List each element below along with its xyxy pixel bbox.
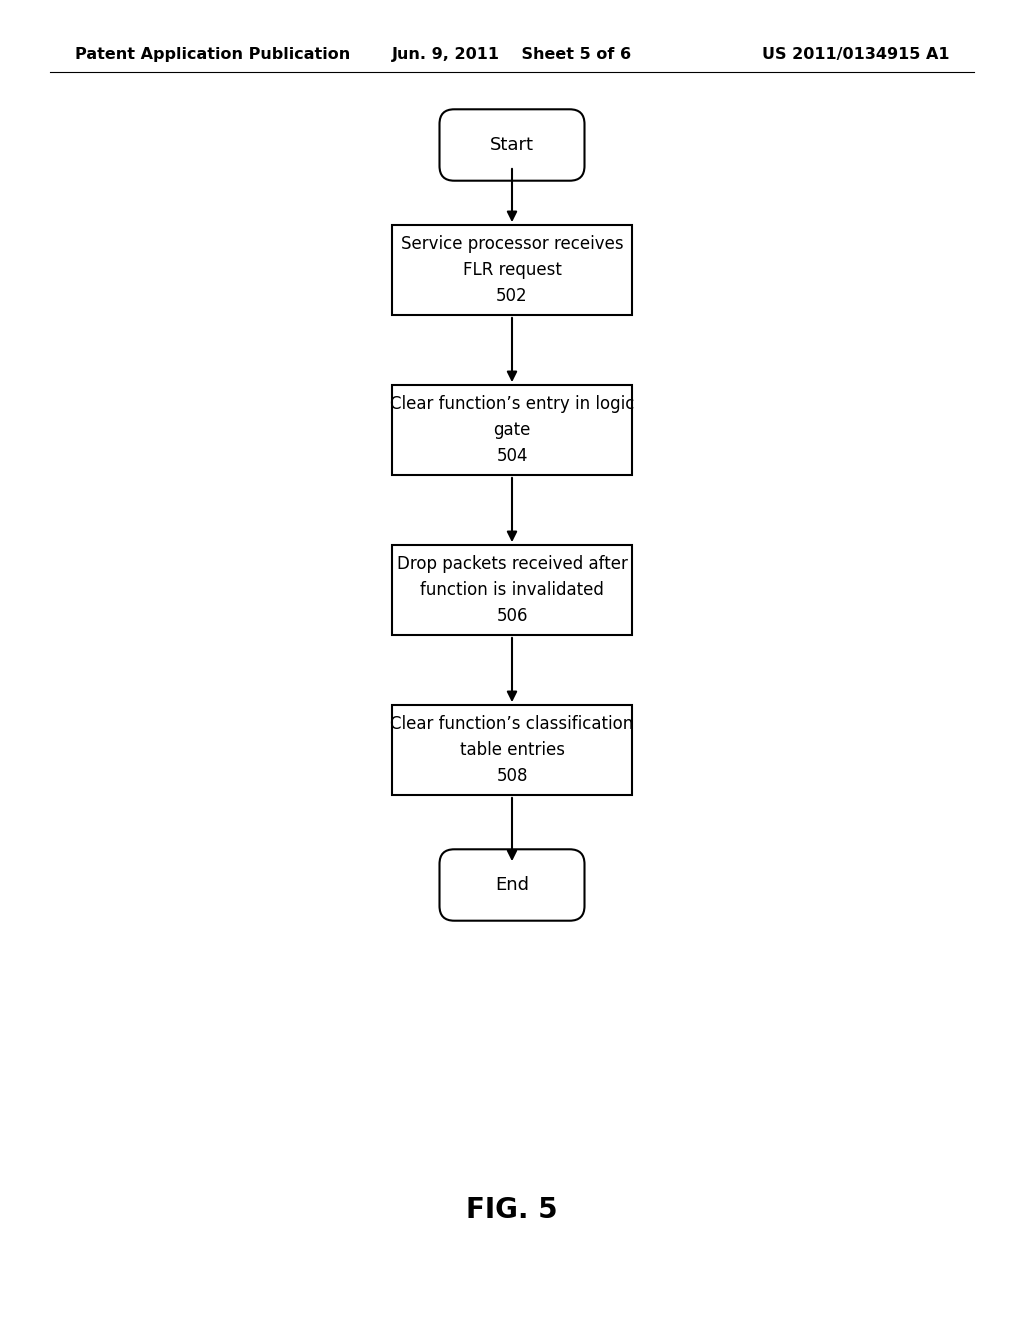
Bar <box>392 545 632 635</box>
FancyBboxPatch shape <box>439 849 585 921</box>
Bar <box>392 224 632 315</box>
Text: Clear function’s entry in logic
gate
504: Clear function’s entry in logic gate 504 <box>390 395 634 466</box>
Text: Clear function’s classification
table entries
508: Clear function’s classification table en… <box>390 714 634 785</box>
Bar <box>392 385 632 475</box>
Text: Start: Start <box>490 136 534 154</box>
Text: FIG. 5: FIG. 5 <box>466 1196 558 1224</box>
Text: Patent Application Publication: Patent Application Publication <box>75 48 350 62</box>
Text: End: End <box>495 876 529 894</box>
Text: Service processor receives
FLR request
502: Service processor receives FLR request 5… <box>400 235 624 305</box>
Bar <box>392 705 632 795</box>
FancyBboxPatch shape <box>439 110 585 181</box>
Text: US 2011/0134915 A1: US 2011/0134915 A1 <box>762 48 949 62</box>
Text: Drop packets received after
function is invalidated
506: Drop packets received after function is … <box>396 554 628 626</box>
Text: Jun. 9, 2011    Sheet 5 of 6: Jun. 9, 2011 Sheet 5 of 6 <box>392 48 632 62</box>
